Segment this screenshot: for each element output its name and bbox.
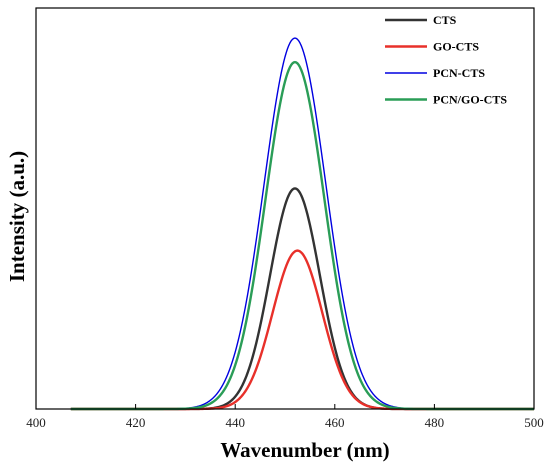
y-axis-title: Intensity (a.u.)	[5, 151, 29, 282]
series-line-cts	[70, 187, 534, 411]
x-tick-label: 480	[425, 415, 445, 430]
x-tick-label: 500	[524, 415, 544, 430]
series-line-go-cts	[70, 249, 534, 411]
legend-label: PCN-CTS	[433, 66, 485, 80]
x-tick-label: 400	[26, 415, 46, 430]
legend: CTS GO-CTS PCN-CTS PCN/GO-CTS	[385, 13, 507, 107]
legend-label: GO-CTS	[433, 40, 479, 54]
x-ticks: 400 420 440 460 480 500	[26, 404, 544, 430]
legend-label: CTS	[433, 13, 457, 27]
x-axis-title: Wavenumber (nm)	[220, 438, 389, 462]
x-tick-label: 460	[325, 415, 345, 430]
series-line-pcn-go-cts	[70, 60, 534, 411]
plot-frame	[35, 7, 535, 410]
x-tick-label: 420	[126, 415, 146, 430]
x-tick-label: 440	[225, 415, 245, 430]
legend-label: PCN/GO-CTS	[433, 93, 507, 107]
